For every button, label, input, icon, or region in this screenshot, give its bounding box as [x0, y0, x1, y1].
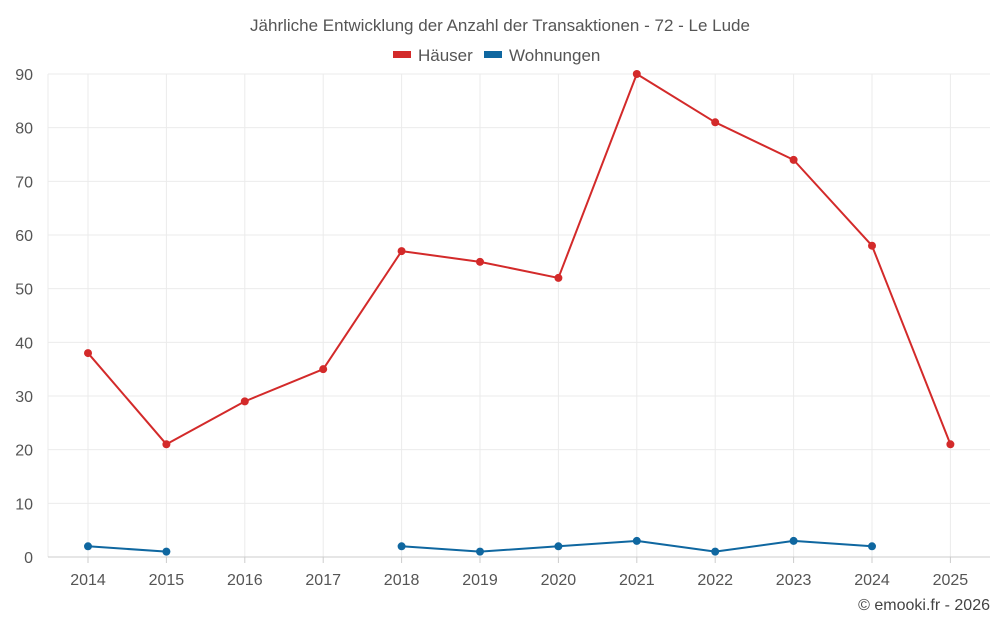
data-point-h-user	[397, 247, 406, 256]
data-point-h-user	[632, 70, 641, 78]
x-tick-label: 2023	[776, 572, 812, 589]
data-point-h-user	[162, 440, 171, 449]
credit-text: © emooki.fr - 2026	[858, 597, 990, 614]
series-line-wohnungen	[87, 545, 167, 553]
data-point-h-user	[711, 118, 720, 127]
legend-swatch-h-user	[393, 51, 411, 58]
y-tick-label: 80	[15, 121, 33, 138]
data-point-wohnungen	[162, 547, 171, 556]
y-tick-label: 20	[15, 443, 33, 460]
x-tick-label: 2019	[462, 572, 498, 589]
data-point-wohnungen	[632, 536, 641, 545]
y-tick-label: 70	[15, 174, 33, 191]
x-tick-label: 2015	[149, 572, 185, 589]
y-tick-label: 0	[24, 550, 33, 567]
x-tick-label: 2024	[854, 572, 890, 589]
data-point-wohnungen	[789, 536, 798, 545]
y-tick-label: 10	[15, 496, 33, 513]
x-tick-label: 2025	[933, 572, 969, 589]
data-point-h-user	[946, 440, 955, 449]
data-point-wohnungen	[868, 542, 876, 551]
legend-swatch-wohnungen	[484, 51, 502, 58]
data-point-wohnungen	[397, 542, 406, 551]
y-tick-label: 40	[15, 335, 33, 352]
data-point-h-user	[319, 365, 328, 374]
grid	[47, 73, 990, 557]
x-tick-label: 2022	[697, 572, 733, 589]
series-layer	[84, 70, 955, 556]
x-tick-label: 2018	[384, 572, 420, 589]
legend-label-wohnungen: Wohnungen	[509, 46, 600, 65]
x-tick-label: 2020	[541, 572, 577, 589]
data-point-wohnungen	[476, 547, 484, 556]
data-point-h-user	[240, 397, 249, 406]
y-tick-label: 50	[15, 282, 33, 299]
y-tick-label: 60	[15, 228, 33, 245]
data-point-h-user	[84, 349, 92, 358]
y-tick-label: 30	[15, 389, 33, 406]
data-point-h-user	[476, 257, 484, 266]
series-line-h-user	[87, 73, 952, 446]
x-tick-label: 2014	[70, 572, 106, 589]
data-point-h-user	[789, 155, 798, 164]
x-tick-label: 2017	[305, 572, 341, 589]
data-point-wohnungen	[711, 547, 720, 556]
x-tick-label: 2021	[619, 572, 655, 589]
data-point-wohnungen	[554, 542, 563, 551]
legend-label-h-user: Häuser	[418, 46, 473, 65]
data-point-wohnungen	[84, 542, 92, 551]
data-point-h-user	[554, 273, 563, 282]
chart-title: Jährliche Entwicklung der Anzahl der Tra…	[250, 16, 750, 35]
legend: Häuser Wohnungen	[393, 46, 600, 65]
axes: 0 10 20 30 40 50 60 70 80 90 2014 2015 2016 2017 2018 2…	[15, 67, 990, 589]
y-tick-label: 90	[15, 67, 33, 84]
data-point-h-user	[868, 241, 876, 250]
x-tick-label: 2016	[227, 572, 263, 589]
